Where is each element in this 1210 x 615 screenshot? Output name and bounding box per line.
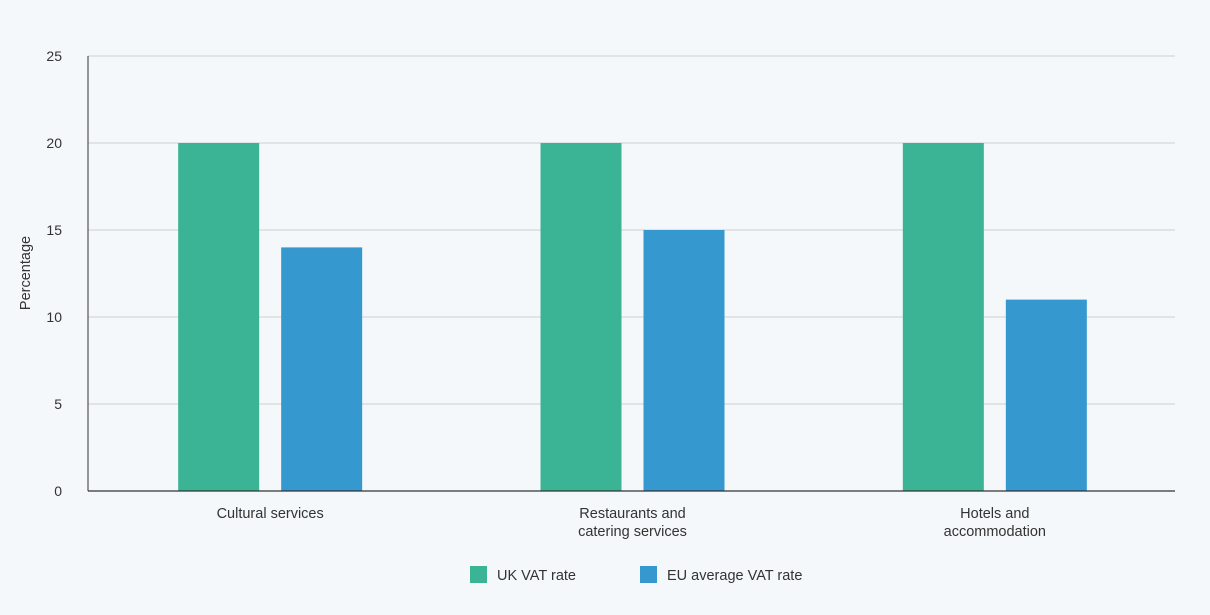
x-category-label-line: catering services [578,524,687,540]
legend: UK VAT rate EU average VAT rate [470,566,802,584]
y-tick-label: 0 [54,483,62,499]
bar-uk-2 [902,143,984,491]
axes [87,56,1175,492]
x-category-label: Cultural services [217,506,324,522]
gridlines [88,55,1175,405]
legend-swatch-eu [640,566,657,583]
x-category-labels: Cultural services Restaurants and catering… [217,506,1046,540]
x-category-label-line: Cultural services [217,506,324,522]
x-category-label-line: Hotels and [960,506,1029,522]
y-axis-title: Percentage [18,236,34,310]
y-tick-labels: 0 5 10 15 20 25 [46,48,62,499]
y-tick-label: 10 [46,309,62,325]
x-category-label-line: Restaurants and [579,506,685,522]
bars [178,143,1087,491]
bar-eu-1 [643,230,725,491]
bar-uk-1 [540,143,622,491]
y-tick-label: 25 [46,48,62,64]
y-tick-label: 20 [46,135,62,151]
x-category-label: Restaurants and catering services [578,506,687,540]
legend-swatch-uk [470,566,487,583]
legend-label-eu: EU average VAT rate [667,568,802,584]
x-category-label: Hotels and accommodation [944,506,1046,540]
y-tick-label: 5 [54,396,62,412]
x-category-label-line: accommodation [944,524,1046,540]
y-tick-label: 15 [46,222,62,238]
bar-uk-0 [178,143,260,491]
legend-label-uk: UK VAT rate [497,568,576,584]
bar-eu-2 [1005,299,1087,491]
bar-eu-0 [281,247,363,491]
